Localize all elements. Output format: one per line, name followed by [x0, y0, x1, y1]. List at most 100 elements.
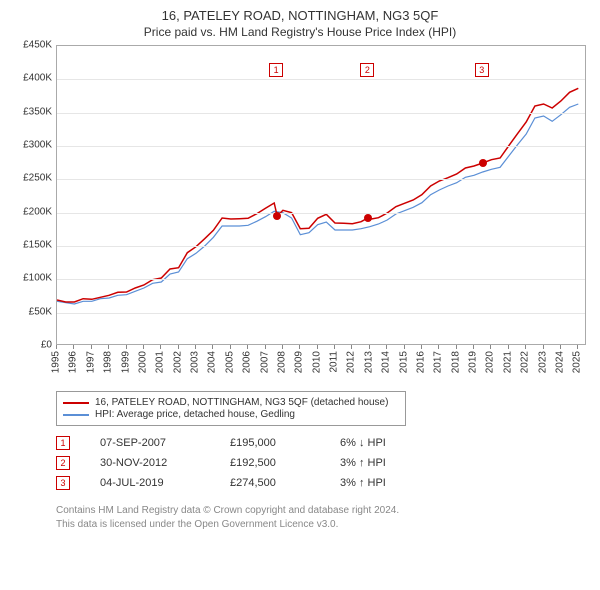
legend-label: HPI: Average price, detached house, Gedl…	[95, 409, 295, 420]
sales-row: 107-SEP-2007£195,0006% ↓ HPI	[56, 436, 588, 450]
sale-dot	[273, 212, 281, 220]
x-tick-label: 2021	[502, 351, 513, 373]
x-tick-mark	[282, 345, 283, 349]
gridline	[57, 113, 585, 114]
footer-line2: This data is licensed under the Open Gov…	[56, 518, 588, 532]
x-tick-mark	[404, 345, 405, 349]
sales-row: 2 30-NOV-2012 £192,500 3% ↑ HPI	[56, 456, 588, 470]
series-hpi	[57, 104, 578, 304]
sales-table: 107-SEP-2007£195,0006% ↓ HPI230-NOV-2012…	[56, 436, 588, 490]
x-tick-mark	[108, 345, 109, 349]
sales-price: £274,500	[230, 477, 310, 489]
x-tick-label: 2006	[242, 351, 253, 373]
series-property	[57, 88, 578, 302]
x-tick-mark	[56, 345, 57, 349]
footer: Contains HM Land Registry data © Crown c…	[56, 504, 588, 531]
y-tick-label: £400K	[23, 73, 52, 84]
legend-label: 16, PATELEY ROAD, NOTTINGHAM, NG3 5QF (d…	[95, 397, 388, 408]
sales-hpi: 3% ↑ HPI	[340, 457, 430, 469]
x-tick-label: 2008	[276, 351, 287, 373]
x-tick-mark	[386, 345, 387, 349]
x-tick-label: 2018	[450, 351, 461, 373]
x-tick-mark	[73, 345, 74, 349]
x-tick-label: 1996	[68, 351, 79, 373]
sales-date: 04-JUL-2019	[100, 477, 200, 489]
x-tick-label: 2023	[537, 351, 548, 373]
x-tick-label: 2019	[468, 351, 479, 373]
x-tick-label: 2005	[224, 351, 235, 373]
sale-dot	[364, 214, 372, 222]
plot-area	[56, 45, 586, 345]
x-tick-mark	[126, 345, 127, 349]
x-tick-mark	[456, 345, 457, 349]
x-tick-label: 2009	[294, 351, 305, 373]
x-tick-label: 2011	[329, 351, 340, 373]
sales-price: £192,500	[230, 457, 310, 469]
legend-swatch	[63, 402, 89, 404]
gridline	[57, 79, 585, 80]
x-tick-label: 2017	[433, 351, 444, 373]
x-tick-mark	[577, 345, 578, 349]
x-tick-mark	[91, 345, 92, 349]
sale-marker-box: 3	[475, 63, 489, 77]
x-tick-mark	[473, 345, 474, 349]
y-axis: £0£50K£100K£150K£200K£250K£300K£350K£400…	[12, 45, 56, 345]
y-tick-label: £0	[41, 340, 52, 351]
x-tick-mark	[334, 345, 335, 349]
gridline	[57, 179, 585, 180]
y-tick-label: £150K	[23, 240, 52, 251]
sale-marker-box: 1	[269, 63, 283, 77]
sales-marker: 2	[56, 456, 70, 470]
x-tick-mark	[230, 345, 231, 349]
x-tick-label: 2012	[346, 351, 357, 373]
x-tick-mark	[212, 345, 213, 349]
x-tick-label: 2016	[415, 351, 426, 373]
x-tick-label: 2013	[363, 351, 374, 373]
y-tick-label: £450K	[23, 40, 52, 51]
x-tick-label: 2010	[311, 351, 322, 373]
x-tick-label: 2020	[485, 351, 496, 373]
x-tick-mark	[438, 345, 439, 349]
x-tick-mark	[178, 345, 179, 349]
sales-marker: 3	[56, 476, 70, 490]
x-tick-mark	[160, 345, 161, 349]
x-tick-label: 2025	[572, 351, 583, 373]
x-tick-label: 1997	[85, 351, 96, 373]
x-tick-mark	[265, 345, 266, 349]
x-tick-label: 1999	[120, 351, 131, 373]
x-tick-label: 2004	[207, 351, 218, 373]
x-axis: 1995199619971998199920002001200220032004…	[56, 345, 586, 395]
x-tick-mark	[543, 345, 544, 349]
sales-hpi: 3% ↑ HPI	[340, 477, 430, 489]
title-sub: Price paid vs. HM Land Registry's House …	[12, 25, 588, 39]
x-tick-label: 2003	[190, 351, 201, 373]
x-tick-mark	[299, 345, 300, 349]
sales-price: £195,000	[230, 437, 310, 449]
chart-area: £0£50K£100K£150K£200K£250K£300K£350K£400…	[12, 45, 588, 385]
x-tick-label: 2007	[259, 351, 270, 373]
sale-dot	[479, 159, 487, 167]
gridline	[57, 313, 585, 314]
x-tick-label: 2015	[398, 351, 409, 373]
x-tick-mark	[143, 345, 144, 349]
title-main: 16, PATELEY ROAD, NOTTINGHAM, NG3 5QF	[12, 8, 588, 23]
x-tick-mark	[421, 345, 422, 349]
x-tick-mark	[560, 345, 561, 349]
sales-date: 30-NOV-2012	[100, 457, 200, 469]
x-tick-label: 2014	[381, 351, 392, 373]
sales-date: 07-SEP-2007	[100, 437, 200, 449]
title-block: 16, PATELEY ROAD, NOTTINGHAM, NG3 5QF Pr…	[12, 8, 588, 39]
x-tick-mark	[508, 345, 509, 349]
sales-row: 3 04-JUL-2019 £274,500 3% ↑ HPI	[56, 476, 588, 490]
legend-row: HPI: Average price, detached house, Gedl…	[63, 409, 399, 420]
x-tick-mark	[317, 345, 318, 349]
legend: 16, PATELEY ROAD, NOTTINGHAM, NG3 5QF (d…	[56, 391, 406, 426]
line-svg	[57, 46, 587, 346]
sales-hpi: 6% ↓ HPI	[340, 437, 430, 449]
x-tick-mark	[195, 345, 196, 349]
x-tick-label: 2001	[155, 351, 166, 373]
y-tick-label: £100K	[23, 273, 52, 284]
x-tick-mark	[351, 345, 352, 349]
gridline	[57, 146, 585, 147]
x-tick-label: 2002	[172, 351, 183, 373]
